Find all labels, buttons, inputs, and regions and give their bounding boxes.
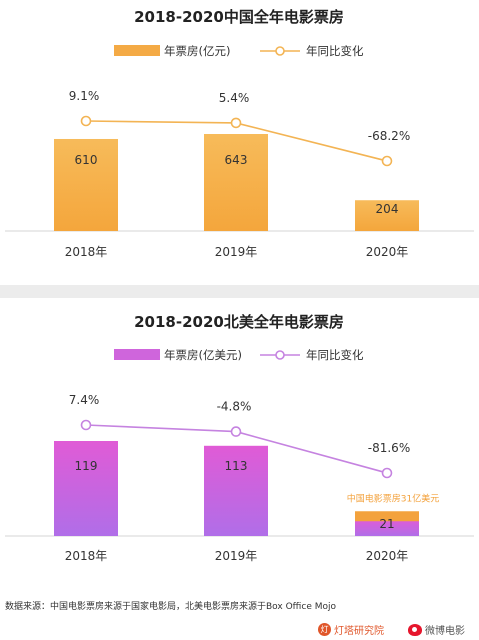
dengta-logo: 灯 灯塔研究院 [318, 622, 384, 637]
legend-line-label: 年同比变化 [306, 348, 364, 362]
north-america-chart-svg: 2018-2020北美全年电影票房 年票房(亿美元) 年同比变化 中国电影票房3… [5, 313, 474, 563]
x-tick-label: 2019年 [215, 245, 258, 259]
weibo-movie-logo: 微博电影 [408, 622, 465, 637]
yoy-value-label: 5.4% [219, 91, 250, 105]
china-chart-marks: 610 643 204 9.1% 5.4% -68.2% 2018年 2019年 2020年 [54, 89, 419, 259]
legend-bar-swatch [114, 45, 160, 56]
x-tick-label: 2020年 [366, 245, 409, 259]
north-america-chart-marks: 中国电影票房31亿美元 119 113 21 7.4% -4.8% -81.6% 2018年 2… [54, 393, 439, 563]
chart-title: 2018-2020北美全年电影票房 [134, 313, 344, 331]
bar-value-label: 643 [225, 153, 248, 167]
bar-value-label: 119 [75, 459, 98, 473]
yoy-marker-2019年 [230, 426, 242, 437]
bar-2019年 [204, 445, 268, 536]
legend-line-label: 年同比变化 [306, 44, 364, 58]
legend-bar-label: 年票房(亿元) [164, 44, 230, 58]
annotation-band [355, 511, 419, 522]
china-box-office-chart: 2018-2020中国全年电影票房 年票房(亿元) 年同比变化 610 643 20… [0, 0, 479, 285]
legend-bar-swatch [114, 349, 160, 360]
legend-line-marker [275, 46, 285, 56]
china-chart-svg: 2018-2020中国全年电影票房 年票房(亿元) 年同比变化 610 643 20… [5, 8, 474, 259]
yoy-marker-2020年 [381, 467, 393, 479]
annotation-label: 中国电影票房31亿美元 [347, 492, 439, 504]
yoy-value-label: 9.1% [69, 89, 100, 103]
bar-value-label: 113 [225, 459, 248, 473]
yoy-value-label: -68.2% [368, 129, 410, 143]
x-tick-label: 2019年 [215, 549, 258, 563]
yoy-marker-2020年 [381, 155, 393, 167]
yoy-marker-2019年 [230, 117, 242, 129]
yoy-marker-2018年 [80, 419, 92, 431]
legend-line-marker [275, 350, 285, 360]
yoy-marker-2018年 [80, 115, 92, 127]
x-tick-label: 2018年 [65, 549, 108, 563]
lighthouse-icon: 灯 [318, 623, 331, 636]
footer: 数据来源：中国电影票房来源于国家电影局，北美电影票房来源于Box Office … [0, 580, 479, 640]
weibo-movie-logo-text: 微博电影 [425, 626, 465, 637]
dengta-logo-text: 灯塔研究院 [334, 626, 384, 637]
bar-2019年 [204, 134, 268, 231]
bar-2018年 [54, 441, 118, 536]
bar-value-label: 21 [379, 517, 394, 531]
bar-value-label: 610 [75, 153, 98, 167]
north-america-box-office-chart: 2018-2020北美全年电影票房 年票房(亿美元) 年同比变化 中国电影票房3… [0, 298, 479, 580]
bar-2018年 [54, 138, 118, 231]
x-tick-label: 2020年 [366, 549, 409, 563]
yoy-value-label: -4.8% [217, 400, 252, 414]
bar-value-label: 204 [376, 202, 399, 216]
legend-bar-label: 年票房(亿美元) [164, 348, 242, 362]
data-source-note: 数据来源：中国电影票房来源于国家电影局，北美电影票房来源于Box Office … [5, 602, 337, 612]
bar-2020年 [355, 519, 419, 536]
yoy-value-label: -81.6% [368, 441, 410, 455]
bar-2020年 [355, 200, 419, 231]
chart-title: 2018-2020中国全年电影票房 [134, 8, 344, 26]
yoy-value-label: 7.4% [69, 393, 100, 407]
x-tick-label: 2018年 [65, 245, 108, 259]
weibo-icon [408, 623, 422, 636]
